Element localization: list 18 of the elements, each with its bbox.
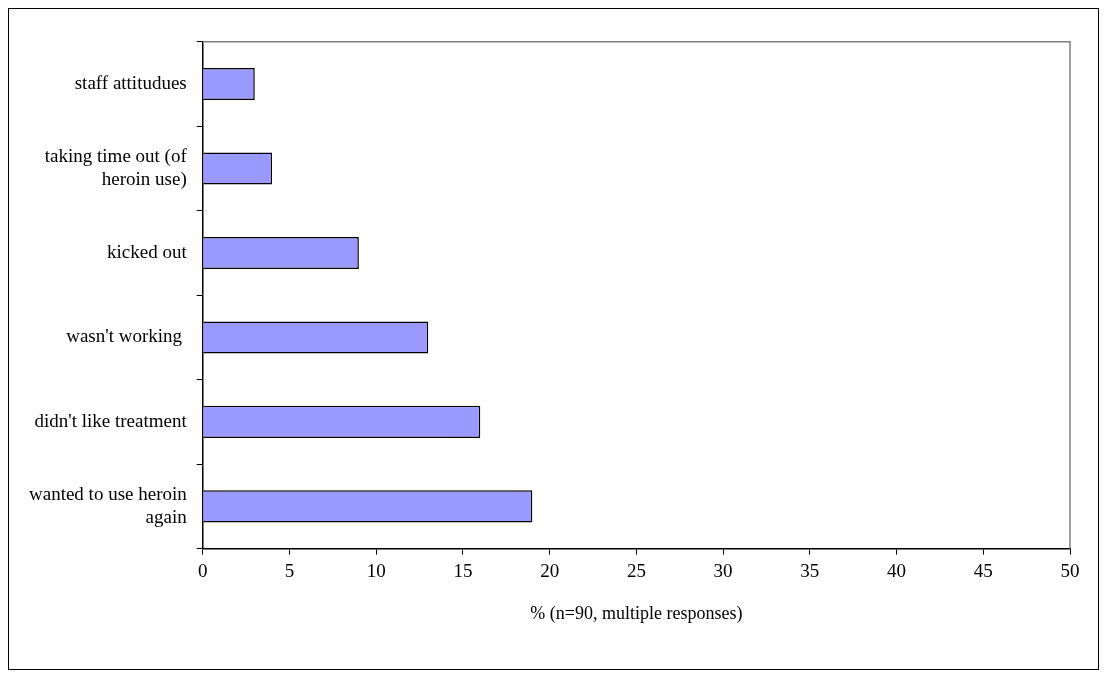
x-tick-label: 20 bbox=[540, 559, 560, 581]
x-tick-label: 25 bbox=[626, 559, 646, 581]
x-tick-label: 0 bbox=[198, 559, 208, 581]
x-tick-label: 50 bbox=[1060, 559, 1080, 581]
x-tick-label: 30 bbox=[713, 559, 733, 581]
y-tick-label: didn't like treatment bbox=[34, 409, 188, 431]
x-tick-label: 15 bbox=[453, 559, 473, 581]
x-tick-label: 10 bbox=[366, 559, 386, 581]
x-tick-label: 45 bbox=[973, 559, 993, 581]
y-tick-label: wasn't working bbox=[66, 325, 187, 347]
x-tick-label: 35 bbox=[800, 559, 820, 581]
y-tick-label: kicked out bbox=[107, 240, 188, 262]
x-tick-label: 5 bbox=[284, 559, 295, 581]
y-tick-label: staff attitudues bbox=[74, 72, 187, 94]
x-tick-label: 40 bbox=[887, 559, 907, 581]
y-tick-label: taking time out (of heroin use) bbox=[44, 145, 188, 190]
x-axis-title: % (n=90, multiple responses) bbox=[530, 602, 743, 624]
y-tick-label: wanted to use heroin again bbox=[29, 482, 188, 527]
